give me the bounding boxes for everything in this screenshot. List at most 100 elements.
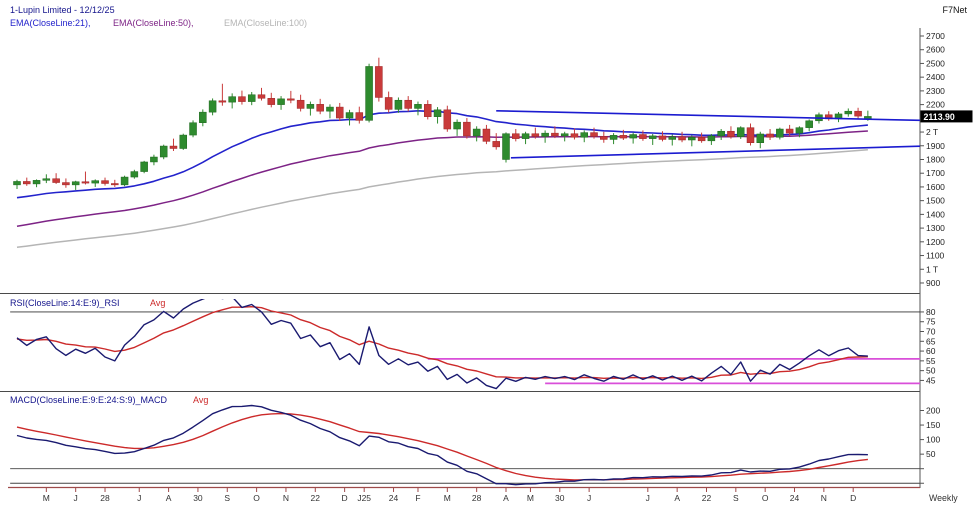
candle-down[interactable] [639,134,647,139]
candle-up[interactable] [13,181,21,186]
candle-down[interactable] [335,106,344,119]
candle-up[interactable] [560,133,569,137]
time-axis[interactable]: M J 28 J A 30 S O N 22 D J25 24 F M 28 A M 30 J J A 22 S O 24 N D [43,488,856,503]
candle-down[interactable] [257,94,266,99]
candle-down[interactable] [169,145,178,149]
rsi-panel[interactable] [10,296,920,390]
candle-down[interactable] [375,66,383,98]
y-tick-label: 50 [926,366,936,376]
candle-down[interactable] [492,141,500,148]
candle-up[interactable] [609,135,618,140]
candle-up[interactable] [502,133,510,160]
x-tick-label: 24 [790,493,800,503]
macd-avg-label: Avg [193,395,208,405]
candlestick-panel[interactable] [13,57,922,249]
y-tick-label: 50 [926,449,936,459]
candle-up[interactable] [247,94,256,102]
candle-up[interactable] [199,111,207,123]
candle-up[interactable] [844,110,853,115]
candle-up[interactable] [140,161,148,172]
candle-up[interactable] [521,133,530,139]
candle-down[interactable] [463,121,471,137]
trendline[interactable] [496,109,921,122]
rsi-label: RSI(CloseLine:14:E:9)_RSI [10,298,120,308]
candle-up[interactable] [208,100,217,113]
candle-down[interactable] [218,100,227,103]
candle-up[interactable] [580,132,588,138]
x-tick-label: M [527,493,534,503]
candle-up[interactable] [306,104,315,109]
candle-up[interactable] [414,104,422,109]
trendline[interactable] [510,145,922,159]
candle-up[interactable] [159,145,168,158]
x-tick-label: J [74,493,78,503]
candle-up[interactable] [277,98,285,105]
candle-down[interactable] [590,132,598,137]
candle-down[interactable] [101,180,109,184]
candle-down[interactable] [52,178,60,183]
candle-down[interactable] [443,109,452,130]
candle-down[interactable] [384,97,393,110]
candle-up[interactable] [688,137,696,141]
candle-up[interactable] [629,134,637,139]
candle-up[interactable] [365,66,373,121]
candle-up[interactable] [541,132,549,137]
x-tick-label: J [646,493,650,503]
candle-up[interactable] [71,181,80,186]
candle-down[interactable] [531,133,540,137]
y-tick-label: 45 [926,375,936,385]
candle-up[interactable] [668,136,677,140]
candle-up[interactable] [394,99,403,110]
candle-up[interactable] [707,135,716,142]
candle-up[interactable] [433,109,442,117]
candle-up[interactable] [32,180,41,185]
candle-up[interactable] [189,122,197,136]
candle-down[interactable] [23,181,31,185]
candle-down[interactable] [785,128,794,134]
candle-up[interactable] [42,178,51,181]
candle-down[interactable] [697,137,706,142]
candle-up[interactable] [326,106,334,112]
candle-down[interactable] [424,104,432,117]
candle-down[interactable] [355,112,364,121]
candle-down[interactable] [238,96,246,102]
candle-down[interactable] [482,128,491,142]
candle-up[interactable] [717,130,725,137]
candle-down[interactable] [600,136,608,140]
candle-up[interactable] [130,171,139,178]
candle-down[interactable] [678,136,686,141]
candle-down[interactable] [551,132,559,137]
candle-down[interactable] [296,99,305,109]
candle-down[interactable] [727,130,735,137]
candle-up[interactable] [120,176,129,186]
candle-up[interactable] [91,180,99,184]
y-tick-label: 2500 [926,58,945,68]
candle-up[interactable] [179,134,188,149]
candle-down[interactable] [658,135,667,140]
candle-up[interactable] [776,128,784,138]
candle-down[interactable] [316,104,324,112]
candle-down[interactable] [512,133,520,139]
candle-up[interactable] [150,156,158,163]
candle-up[interactable] [795,127,804,134]
candle-down[interactable] [404,99,412,109]
candle-down[interactable] [854,110,862,117]
candle-up[interactable] [736,127,745,137]
candle-up[interactable] [345,112,354,119]
candle-down[interactable] [619,135,628,139]
candle-up[interactable] [228,96,236,103]
candle-up[interactable] [805,120,813,128]
candle-down[interactable] [746,127,755,143]
candle-down[interactable] [111,183,119,186]
candle-up[interactable] [756,133,765,143]
candle-down[interactable] [62,182,70,186]
candle-up[interactable] [648,135,657,139]
macd-panel[interactable] [10,404,920,486]
candle-down[interactable] [570,133,579,138]
candle-down[interactable] [766,133,774,138]
candle-down[interactable] [267,98,276,105]
candle-down[interactable] [287,98,295,101]
candle-down[interactable] [81,181,90,184]
candle-up[interactable] [453,121,461,130]
candle-up[interactable] [472,128,481,137]
